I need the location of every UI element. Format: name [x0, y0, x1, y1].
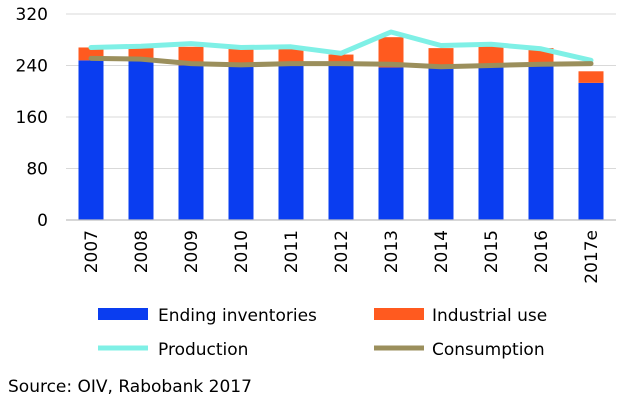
x-tick-label: 2010 [232, 230, 252, 273]
bar-industrial-use-2012 [328, 54, 354, 66]
line-production [88, 29, 594, 63]
legend-label-industrial-use: Industrial use [432, 306, 547, 326]
bar-ending-inventories-2009 [178, 65, 204, 220]
bar-ending-inventories-2017e [578, 82, 604, 220]
x-tick-label: 2007 [82, 230, 102, 273]
bar-industrial-use-2015 [478, 46, 504, 67]
y-tick-label: 240 [16, 57, 48, 77]
bar-ending-inventories-2007 [78, 60, 104, 220]
y-axis-tick-labels: 0 80 160 240 320 [16, 5, 48, 231]
bar-ending-inventories-2015 [478, 66, 504, 220]
line-consumption [88, 55, 594, 70]
x-tick-label: 2009 [182, 230, 202, 273]
x-tick-label: 2012 [332, 230, 352, 273]
bar-ending-inventories-2008 [128, 59, 154, 220]
bar-ending-inventories-2014 [428, 67, 454, 221]
legend: Ending inventories Industrial use Producti… [98, 306, 547, 360]
x-tick-label: 2008 [132, 230, 152, 273]
y-tick-label: 320 [16, 5, 48, 25]
bar-industrial-use-2017e [578, 71, 604, 83]
legend-swatch-ending-inventories [98, 308, 148, 320]
x-axis-tick-labels: 2007 2008 2009 2010 2011 2012 2013 2014 2015 2016… [82, 230, 602, 284]
bar-industrial-use-2011 [278, 48, 304, 64]
bar-ending-inventories-2011 [278, 63, 304, 220]
bar-ending-inventories-2013 [378, 67, 404, 221]
legend-label-production: Production [158, 340, 248, 360]
bars [78, 37, 604, 221]
bar-industrial-use-2014 [428, 48, 454, 68]
x-tick-label: 2016 [532, 230, 552, 273]
legend-label-consumption: Consumption [432, 340, 545, 360]
lines [88, 29, 594, 70]
bar-ending-inventories-2010 [228, 64, 254, 221]
x-tick-label: 2013 [382, 230, 402, 273]
x-tick-label: 2015 [482, 230, 502, 273]
y-tick-label: 80 [26, 160, 48, 180]
bar-ending-inventories-2016 [528, 63, 554, 220]
legend-label-ending-inventories: Ending inventories [158, 306, 317, 326]
bar-industrial-use-2008 [128, 48, 154, 60]
y-tick-label: 0 [37, 211, 48, 231]
y-tick-label: 160 [16, 108, 48, 128]
x-tick-label: 2017e [582, 230, 602, 284]
source-note: Source: OIV, Rabobank 2017 [8, 377, 252, 397]
bar-industrial-use-2010 [228, 48, 254, 65]
x-tick-label: 2014 [432, 230, 452, 273]
legend-swatch-industrial-use [374, 308, 424, 320]
x-tick-label: 2011 [282, 230, 302, 273]
bar-ending-inventories-2012 [328, 65, 354, 220]
